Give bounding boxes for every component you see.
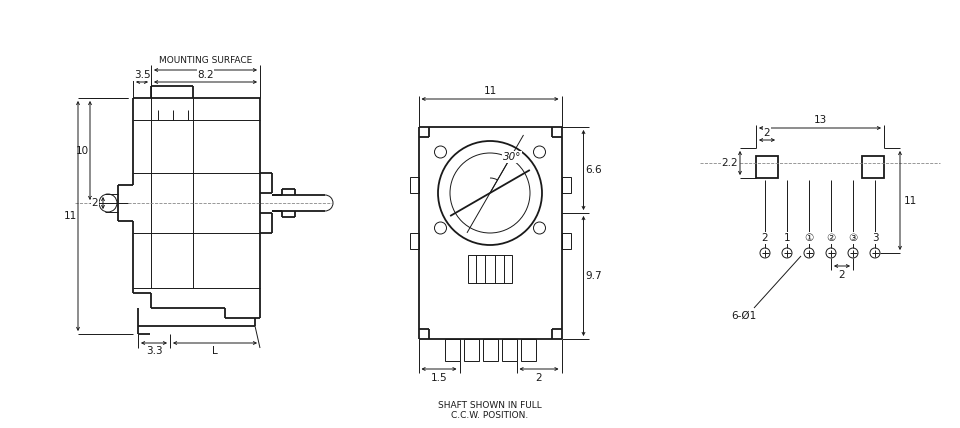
Text: 2: 2 xyxy=(536,373,542,383)
Text: 3: 3 xyxy=(872,233,878,243)
Text: 1.5: 1.5 xyxy=(431,373,447,383)
Bar xyxy=(464,339,478,361)
Text: 3.5: 3.5 xyxy=(133,70,151,80)
Text: ②: ② xyxy=(827,233,835,243)
Text: 9.7: 9.7 xyxy=(586,271,602,281)
Text: MOUNTING SURFACE: MOUNTING SURFACE xyxy=(158,56,252,65)
Text: 13: 13 xyxy=(813,115,827,125)
Bar xyxy=(444,339,460,361)
Text: 6-Ø1: 6-Ø1 xyxy=(732,311,756,321)
Text: 30°: 30° xyxy=(503,152,521,162)
Text: 2: 2 xyxy=(761,233,768,243)
Text: L: L xyxy=(212,346,218,356)
Bar xyxy=(520,339,536,361)
Bar xyxy=(862,156,884,178)
Text: 11: 11 xyxy=(63,211,77,221)
Text: 2: 2 xyxy=(92,198,98,208)
Text: 11: 11 xyxy=(484,86,496,96)
Text: ③: ③ xyxy=(849,233,857,243)
Bar xyxy=(410,177,419,193)
Text: 1: 1 xyxy=(783,233,790,243)
Bar xyxy=(562,177,570,193)
Text: 2: 2 xyxy=(764,128,770,138)
Text: 3.3: 3.3 xyxy=(146,346,162,356)
Bar xyxy=(483,339,497,361)
Text: ①: ① xyxy=(804,233,814,243)
Text: 8.2: 8.2 xyxy=(197,70,214,80)
Bar xyxy=(501,339,516,361)
Text: 6.6: 6.6 xyxy=(586,165,602,175)
Text: 10: 10 xyxy=(76,146,88,155)
Text: SHAFT SHOWN IN FULL: SHAFT SHOWN IN FULL xyxy=(438,401,541,410)
Bar xyxy=(562,233,570,249)
Text: C.C.W. POSITION.: C.C.W. POSITION. xyxy=(451,411,529,420)
Text: 2: 2 xyxy=(839,270,846,280)
Bar xyxy=(410,233,419,249)
Text: 2.2: 2.2 xyxy=(722,158,738,168)
Bar xyxy=(756,156,778,178)
Bar xyxy=(468,255,512,283)
Text: 11: 11 xyxy=(903,196,917,205)
